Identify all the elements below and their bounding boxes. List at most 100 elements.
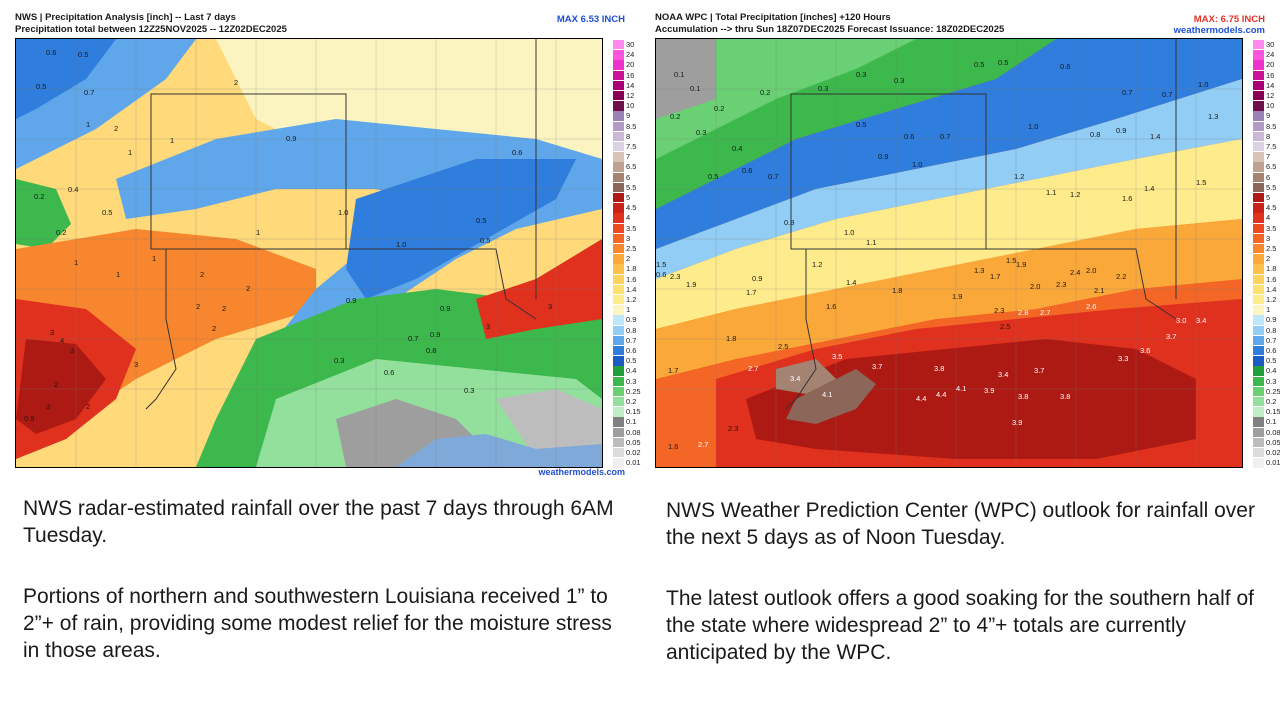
legend-item: 20 [613,60,637,70]
map-value-label: 4.4 [936,390,946,399]
legend-item: 5.5 [613,182,637,193]
map-value-label: 0.7 [1162,90,1172,99]
legend-swatch [613,70,624,80]
map-value-label: 0.2 [760,88,770,97]
legend-label: 0.9 [626,315,637,325]
map-value-label: 0.1 [690,84,700,93]
map-value-label: 1.5 [1006,256,1016,265]
legend-item: 1.4 [1253,284,1277,295]
legend-swatch [613,40,624,50]
legend-label: 3.5 [1266,223,1277,233]
legend-swatch [1253,213,1264,223]
legend-label: 0.01 [1266,458,1280,468]
legend-swatch [613,325,624,335]
legend-swatch [1253,386,1264,397]
map-value-label: 2.7 [698,440,708,449]
legend-swatch [613,223,624,233]
legend-item: 5 [1253,193,1277,203]
legend-item: 0.6 [1253,346,1277,356]
legend-item: 5.5 [1253,182,1277,193]
legend-swatch [613,437,624,448]
legend-label: 0.5 [1266,356,1277,366]
legend-item: 16 [613,70,637,80]
legend-swatch [613,335,624,346]
legend-label: 0.05 [626,437,641,447]
legend-swatch [613,182,624,193]
legend-label: 0.25 [1266,386,1280,396]
legend-item: 0.1 [1253,417,1277,427]
legend-item: 6.5 [1253,162,1277,172]
map-value-label: 1.9 [1016,260,1026,269]
legend-item: 0.1 [613,417,637,427]
legend-swatch [1253,427,1264,437]
map-value-label: 0.7 [940,132,950,141]
map-value-label: 3 [46,402,50,411]
legend-item: 16 [1253,70,1277,80]
legend-item: 0.08 [1253,427,1280,437]
legend-swatch [1253,121,1264,131]
legend-item: 1.4 [613,284,637,295]
legend-swatch [613,142,624,152]
legend-item: 4 [613,213,637,223]
map-value-label: 4.1 [822,390,832,399]
map-value-label: 1.5 [1196,178,1206,187]
legend-label: 9 [1266,111,1271,121]
legend-item: 0.01 [1253,458,1280,468]
map-value-label: 3.4 [1196,316,1206,325]
map-value-label: 1.3 [974,266,984,275]
map-value-label: 2 [246,284,250,293]
legend-swatch [613,274,624,284]
map-value-label: 3.4 [998,370,1008,379]
legend-label: 10 [626,101,635,111]
legend-swatch [613,284,624,295]
right-precip-legend: 30 24 20 16 14 12 10 9 8.5 8 7.5 7 6.5 6 5.5 5 4.5 4 3.5 3 2… [1253,40,1280,469]
legend-swatch [613,111,624,121]
map-value-label: 0.4 [732,144,742,153]
map-value-label: 0.6 [384,368,394,377]
legend-item: 0.08 [613,427,641,437]
map-value-label: 3 [486,322,490,331]
legend-item: 12 [613,91,637,101]
map-value-label: 0.9 [1116,126,1126,135]
legend-swatch [613,295,624,305]
legend-item: 0.3 [1253,376,1277,386]
legend-label: 1 [626,305,631,315]
map-value-label: 0.3 [894,76,904,85]
map-value-label: 4.1 [956,384,966,393]
legend-swatch [613,80,624,91]
caption-left-radar: NWS radar-estimated rainfall over the pa… [23,497,614,547]
map-value-label: 0.5 [78,50,88,59]
legend-swatch [613,193,624,203]
legend-label: 0.5 [626,356,637,366]
map-value-label: 0.6 [46,48,56,57]
legend-item: 30 [613,40,637,50]
legend-item: 0.9 [1253,315,1277,325]
legend-swatch [613,244,624,254]
legend-label: 0.02 [626,448,641,457]
map-value-label: 0.5 [36,82,46,91]
legend-item: 0.7 [1253,335,1277,346]
legend-label: 1.8 [1266,264,1277,274]
legend-item: 8.5 [613,121,637,131]
legend-item: 8.5 [1253,121,1277,131]
legend-swatch [613,121,624,131]
legend-swatch [613,172,624,182]
legend-label: 4.5 [626,203,637,213]
legend-label: 0.2 [626,397,637,406]
legend-item: 1.6 [1253,274,1277,284]
legend-swatch [1253,40,1264,50]
right-site-credit: weathermodels.com [1173,25,1265,36]
legend-label: 20 [1266,60,1275,70]
map-value-label: 1.7 [668,366,678,375]
map-value-label: 0.5 [708,172,718,181]
map-value-label: 0.6 [656,270,666,279]
map-value-label: 1 [256,228,260,237]
map-value-label: 1.3 [1208,112,1218,121]
left-precip-analysis-panel: NWS | Precipitation Analysis [inch] -- L… [15,10,641,480]
map-value-label: 3.0 [1176,316,1186,325]
left-precip-legend: 30 24 20 16 14 12 10 9 8.5 8 7.5 7 6.5 6 5.5 5 4.5 4 3.5 3 2… [613,40,641,469]
legend-swatch [1253,397,1264,407]
legend-swatch [1253,50,1264,60]
legend-label: 0.08 [626,427,641,437]
map-value-label: 3.7 [1034,366,1044,375]
